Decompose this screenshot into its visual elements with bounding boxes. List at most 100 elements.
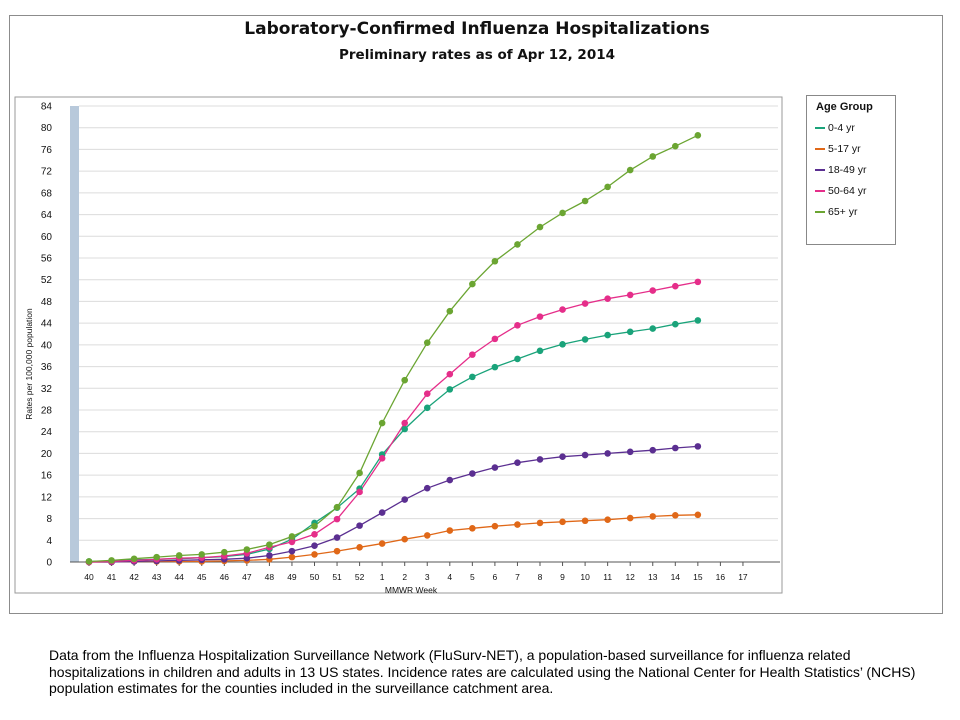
data-point — [378, 540, 386, 547]
data-point — [85, 558, 93, 565]
footnote: Data from the Influenza Hospitalization … — [49, 647, 916, 696]
legend-swatch — [815, 169, 825, 171]
data-point — [401, 535, 409, 543]
data-point — [672, 444, 679, 452]
data-point — [378, 509, 386, 516]
data-point — [649, 446, 657, 454]
data-point — [469, 351, 476, 358]
data-point — [288, 553, 296, 561]
y-tick-label: 32 — [41, 384, 53, 395]
y-tick-label: 56 — [41, 254, 53, 265]
x-tick-label: 9 — [560, 572, 565, 582]
data-point — [446, 476, 454, 484]
data-point — [288, 538, 296, 546]
data-point — [130, 555, 138, 563]
x-tick-label: 8 — [538, 572, 543, 582]
y-tick-label: 44 — [41, 319, 53, 330]
data-point — [423, 339, 431, 346]
x-tick-label: 17 — [738, 572, 748, 582]
data-point — [694, 511, 702, 519]
data-point — [514, 459, 521, 466]
legend-swatch — [815, 127, 825, 129]
data-point — [153, 553, 160, 561]
data-point — [401, 425, 409, 433]
chart-frame: Laboratory-Confirmed Influenza Hospitali… — [9, 15, 943, 614]
data-point — [626, 291, 634, 299]
data-point — [559, 306, 566, 313]
data-point — [288, 533, 296, 540]
x-tick-label: 12 — [625, 572, 635, 582]
x-tick-label: 52 — [355, 572, 365, 582]
legend-label: 5-17 yr — [828, 143, 861, 155]
data-point — [401, 419, 409, 427]
x-tick-label: 4 — [447, 572, 452, 582]
data-point — [243, 554, 251, 562]
data-point — [221, 548, 228, 556]
data-point — [356, 469, 363, 477]
legend-label: 65+ yr — [828, 206, 858, 218]
data-point — [423, 390, 431, 398]
y-tick-label: 48 — [41, 297, 53, 308]
data-point — [672, 320, 679, 328]
data-point — [311, 531, 318, 538]
data-point — [581, 300, 589, 307]
data-point — [311, 522, 318, 530]
legend-item: 65+ yr — [815, 205, 857, 219]
data-point — [446, 527, 454, 534]
x-tick-label: 3 — [425, 572, 430, 582]
x-tick-label: 44 — [174, 572, 184, 582]
x-tick-label: 14 — [671, 572, 681, 582]
legend-label: 0-4 yr — [828, 122, 855, 134]
data-point — [333, 547, 341, 555]
data-point — [536, 347, 544, 355]
data-point — [536, 519, 544, 527]
data-point — [626, 448, 634, 456]
data-point — [243, 546, 251, 553]
data-point — [333, 515, 341, 523]
data-point — [649, 287, 657, 294]
data-point — [672, 512, 679, 519]
data-point — [649, 153, 657, 160]
data-point — [626, 328, 634, 336]
data-point — [514, 241, 521, 248]
data-point — [514, 322, 521, 329]
x-tick-label: 6 — [493, 572, 498, 582]
y-tick-label: 52 — [41, 275, 53, 286]
data-point — [423, 404, 431, 412]
data-point — [514, 355, 521, 363]
data-point — [401, 376, 409, 384]
series-line-18-49-yr — [89, 445, 698, 563]
data-point — [333, 503, 341, 511]
legend: Age Group 0-4 yr 5-17 yr 18-49 yr 50-64 yr 6… — [806, 95, 896, 245]
y-tick-label: 40 — [41, 340, 53, 351]
legend-item: 50-64 yr — [815, 184, 867, 198]
data-point — [356, 488, 363, 496]
legend-label: 50-64 yr — [828, 185, 867, 197]
y-tick-label: 12 — [41, 492, 53, 503]
data-point — [581, 336, 589, 343]
data-point — [469, 525, 476, 532]
x-tick-label: 11 — [603, 572, 612, 582]
legend-swatch — [815, 211, 825, 213]
chart-title: Laboratory-Confirmed Influenza Hospitali… — [244, 19, 710, 39]
data-point — [604, 450, 611, 457]
data-point — [333, 534, 341, 541]
data-point — [581, 197, 589, 205]
data-point — [694, 132, 702, 139]
data-point — [581, 517, 589, 525]
x-tick-label: 49 — [287, 572, 297, 582]
data-point — [311, 551, 318, 558]
data-point — [491, 522, 499, 530]
x-tick-label: 46 — [220, 572, 230, 582]
data-point — [604, 183, 611, 191]
x-tick-label: 41 — [107, 572, 117, 582]
data-point — [559, 453, 566, 460]
data-point — [694, 278, 702, 286]
data-point — [672, 142, 679, 150]
data-point — [311, 542, 318, 550]
data-point — [356, 544, 363, 551]
data-point — [694, 443, 702, 450]
x-tick-label: 13 — [648, 572, 658, 582]
x-tick-label: 42 — [129, 572, 139, 582]
x-tick-label: 45 — [197, 572, 207, 582]
